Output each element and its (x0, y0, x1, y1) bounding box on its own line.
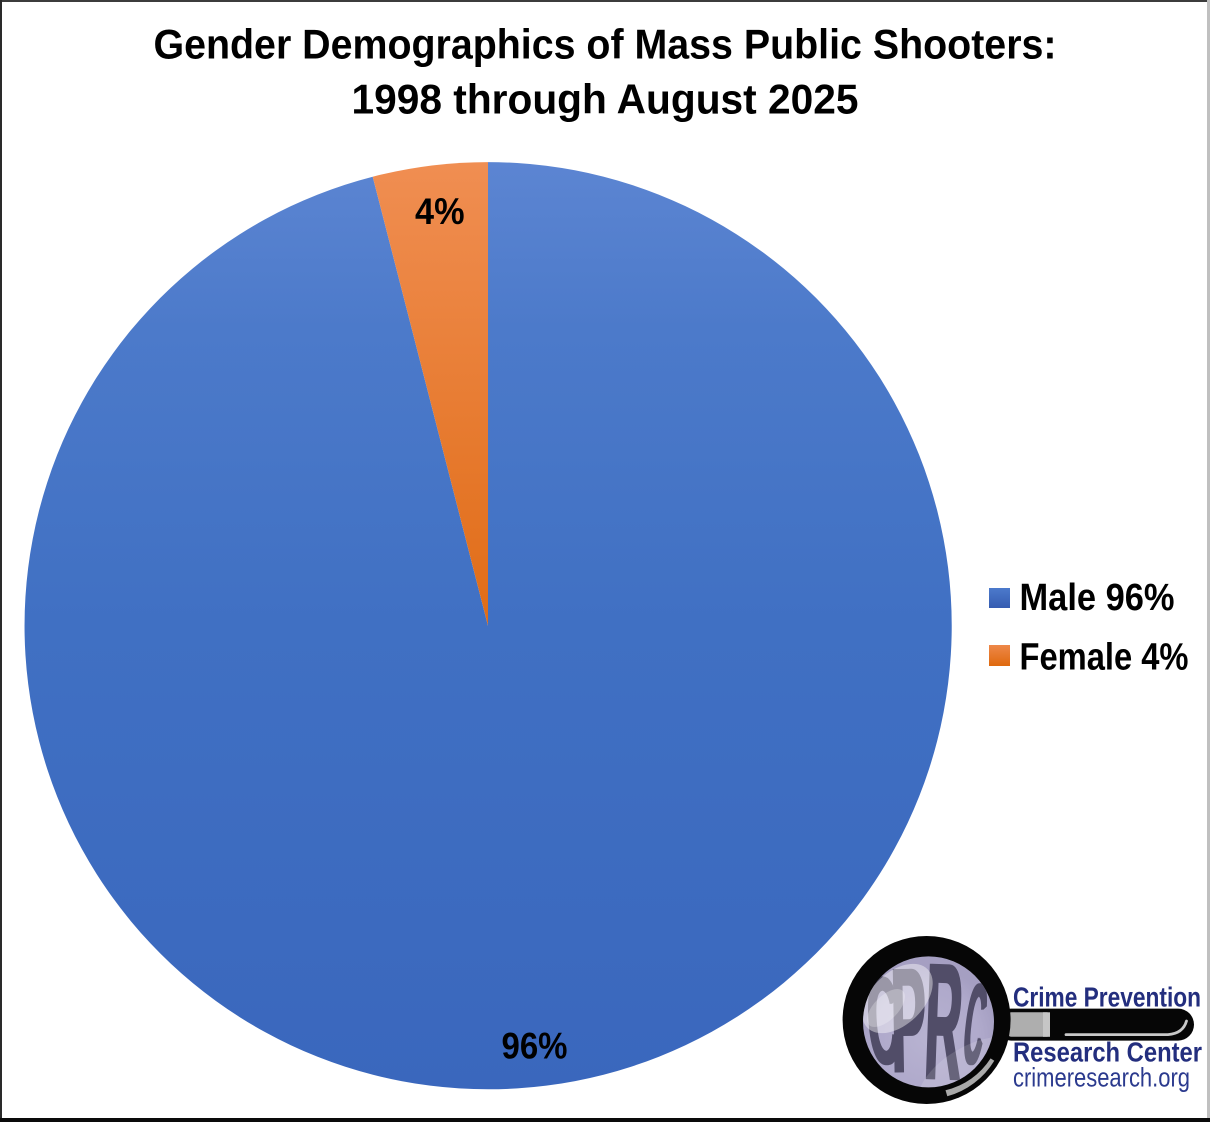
svg-text:crimeresearch.org: crimeresearch.org (1013, 1063, 1190, 1093)
svg-text:1998 through August 2025: 1998 through August 2025 (352, 76, 859, 123)
svg-text:Male 96%: Male 96% (1020, 577, 1175, 619)
svg-text:96%: 96% (502, 1025, 568, 1066)
svg-text:Research Center: Research Center (1013, 1037, 1202, 1068)
svg-text:Female 4%: Female 4% (1020, 636, 1189, 678)
svg-text:Gender Demographics of Mass Pu: Gender Demographics of Mass Public Shoot… (154, 21, 1057, 68)
svg-text:P: P (890, 936, 928, 1105)
svg-text:R: R (922, 929, 965, 1117)
svg-text:4%: 4% (415, 191, 465, 232)
svg-text:Crime Prevention: Crime Prevention (1013, 982, 1201, 1013)
